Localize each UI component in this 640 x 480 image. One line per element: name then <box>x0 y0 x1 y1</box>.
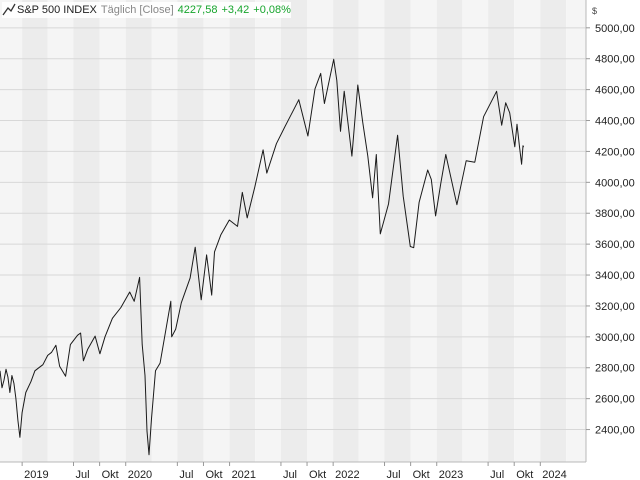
x-tick-label: 2021 <box>232 469 256 480</box>
y-tick-label: 2400,00 <box>595 425 635 437</box>
period-band <box>177 0 204 462</box>
line-chart-icon <box>2 3 16 16</box>
x-tick-label: 2019 <box>24 469 48 480</box>
period-band <box>436 0 463 462</box>
period-band <box>462 0 489 462</box>
grid-lines <box>0 27 586 431</box>
y-tick-label: 4600,00 <box>595 85 635 97</box>
period-bands <box>0 0 586 462</box>
x-tick-label: Okt <box>413 469 430 480</box>
x-tick-label: 2024 <box>542 469 566 480</box>
x-axis: 2019 Jul Okt 2020 Jul Okt 2021 Jul Okt 2022 Jul Okt… <box>0 461 586 480</box>
period-band <box>280 0 308 462</box>
period-band <box>203 0 230 462</box>
y-tick-label: 2800,00 <box>595 363 635 375</box>
period-band <box>47 0 74 462</box>
period-band <box>410 0 437 462</box>
x-tick-label: Okt <box>309 469 326 480</box>
x-tick-label: Jul <box>75 469 89 480</box>
x-tick-label: 2020 <box>128 469 152 480</box>
y-axis: $ 2400,00 2600,00 2800,00 3000,00 3200,00 340… <box>585 0 635 462</box>
last-value: 4227,58 <box>177 4 218 16</box>
y-axis-unit: $ <box>592 6 597 16</box>
period-band <box>22 0 48 462</box>
y-tick-label: 5000,00 <box>595 23 635 35</box>
y-tick-label: 3400,00 <box>595 270 635 282</box>
x-tick-label: Okt <box>102 469 119 480</box>
y-tick-label: 4800,00 <box>595 54 635 66</box>
period-band <box>99 0 126 462</box>
period-band <box>0 0 23 462</box>
y-tick-label: 3800,00 <box>595 208 635 220</box>
period-band <box>540 0 567 462</box>
period-band <box>151 0 178 462</box>
frequency-label: Täglich [Close] <box>100 4 174 16</box>
x-tick-label: Okt <box>516 469 533 480</box>
period-band <box>307 0 334 462</box>
x-tick-label: 2023 <box>439 469 463 480</box>
change-percent: +0,08% <box>253 4 291 16</box>
change-value: +3,42 <box>221 4 250 16</box>
period-band <box>125 0 152 462</box>
y-tick-label: 2600,00 <box>595 394 635 406</box>
period-band <box>333 0 359 462</box>
y-tick-label: 4400,00 <box>595 116 635 128</box>
y-tick-label: 3600,00 <box>595 239 635 251</box>
y-tick-label: 3200,00 <box>595 301 635 313</box>
price-line <box>0 58 525 456</box>
period-band <box>488 0 515 462</box>
x-tick-label: Jul <box>387 469 401 480</box>
symbol-name: S&P 500 INDEX <box>17 4 97 16</box>
x-tick-label: Jul <box>490 469 504 480</box>
y-tick-label: 3000,00 <box>595 332 635 344</box>
x-tick-label: Okt <box>205 469 222 480</box>
y-tick-label: 4200,00 <box>595 146 635 158</box>
x-tick-label: 2022 <box>335 469 359 480</box>
chart-legend: S&P 500 INDEX Täglich [Close] 4227,58 +3… <box>2 2 291 18</box>
series-group <box>0 58 525 456</box>
period-band <box>384 0 411 462</box>
period-band <box>566 0 586 462</box>
x-tick-label: Jul <box>283 469 297 480</box>
period-band <box>73 0 100 462</box>
period-band <box>229 0 256 462</box>
x-tick-label: Jul <box>179 469 193 480</box>
period-band <box>255 0 281 462</box>
y-tick-label: 4000,00 <box>595 177 635 189</box>
period-band <box>514 0 541 462</box>
